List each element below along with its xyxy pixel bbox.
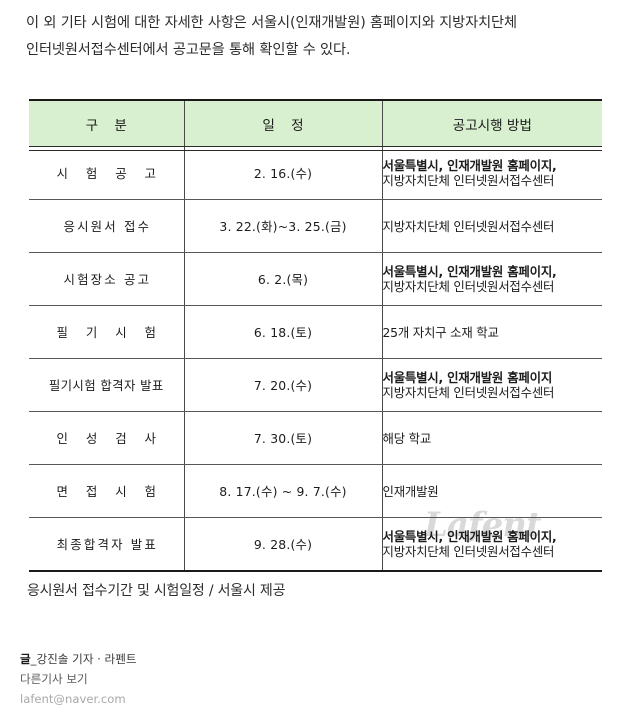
header-label-category: 구 분	[85, 117, 133, 134]
table-header-row: 구 분 일 정 공고시행 방법	[29, 99, 602, 147]
byline-writer-name: _강진솔 기자 · 라펜트	[30, 652, 137, 666]
byline-role-label: 글	[20, 652, 31, 666]
schedule-table-container: 구 분 일 정 공고시행 방법 시 험 공 고 2. 16.(수)	[29, 99, 602, 572]
date-value: 6. 2.(목)	[257, 272, 309, 287]
header-cell-schedule: 일 정	[184, 99, 383, 147]
cell-date: 6. 2.(목)	[183, 252, 383, 306]
category-label: 시 험 공 고	[56, 166, 163, 181]
header-cell-category: 구 분	[29, 99, 185, 147]
table-row: 최종합격자 발표 9. 28.(수) 서울특별시, 인재개발원 홈페이지, 지방…	[29, 517, 602, 572]
method-line-2: 지방자치단체 인터넷원서접수센터	[382, 279, 555, 294]
exam-schedule-table: 구 분 일 정 공고시행 방법 시 험 공 고 2. 16.(수)	[29, 99, 602, 572]
cell-method: 서울특별시, 인재개발원 홈페이지, 지방자치단체 인터넷원서접수센터	[382, 146, 602, 200]
header-cell-method: 공고시행 방법	[382, 99, 602, 147]
date-value: 2. 16.(수)	[253, 166, 313, 181]
image-caption: 응시원서 접수기간 및 시험일정 / 서울시 제공	[27, 583, 286, 599]
method-line-1: 25개 자치구 소재 학교	[382, 324, 499, 340]
table-row: 시 험 공 고 2. 16.(수) 서울특별시, 인재개발원 홈페이지, 지방자…	[29, 146, 602, 200]
table-row: 시험장소 공고 6. 2.(목) 서울특별시, 인재개발원 홈페이지, 지방자치…	[29, 252, 602, 306]
table-row: 응시원서 접수 3. 22.(화)~3. 25.(금) 지방자치단체 인터넷원서…	[29, 199, 602, 253]
cell-category: 시 험 공 고	[29, 146, 184, 200]
date-value: 8. 17.(수) ~ 9. 7.(수)	[219, 484, 347, 499]
method-line-2: 지방자치단체 인터넷원서접수센터	[382, 544, 555, 559]
method-line-1: 서울특별시, 인재개발원 홈페이지,	[382, 529, 557, 544]
cell-date: 8. 17.(수) ~ 9. 7.(수)	[183, 464, 383, 518]
cell-category: 면 접 시 험	[29, 464, 184, 518]
method-line-1: 인재개발원	[382, 483, 439, 499]
intro-paragraph: 이 외 기타 시험에 대한 자세한 사항은 서울시(인재개발원) 홈페이지와 지…	[26, 15, 517, 58]
cell-date: 2. 16.(수)	[183, 146, 383, 200]
method-line-1: 서울특별시, 인재개발원 홈페이지,	[382, 158, 557, 173]
cell-date: 7. 20.(수)	[183, 358, 383, 412]
method-line-2: 지방자치단체 인터넷원서접수센터	[382, 173, 555, 188]
date-value: 3. 22.(화)~3. 25.(금)	[219, 219, 347, 234]
header-label-schedule: 일 정	[262, 117, 310, 134]
author-email-link[interactable]: lafent@naver.com	[20, 692, 126, 706]
cell-method: 지방자치단체 인터넷원서접수센터	[382, 199, 602, 253]
cell-method: 인재개발원	[382, 464, 602, 518]
cell-method: 서울특별시, 인재개발원 홈페이지, 지방자치단체 인터넷원서접수센터	[382, 252, 602, 306]
category-label: 인 성 검 사	[56, 431, 163, 446]
cell-category: 필 기 시 험	[29, 305, 184, 359]
category-label: 응시원서 접수	[63, 219, 152, 234]
cell-category: 필기시험 합격자 발표	[29, 358, 184, 412]
cell-date: 9. 28.(수)	[183, 517, 383, 572]
byline-block: 글_강진솔 기자 · 라펜트 다른기사 보기 lafent@naver.com	[20, 650, 137, 709]
category-label: 필 기 시 험	[56, 325, 163, 340]
table-row: 필기시험 합격자 발표 7. 20.(수) 서울특별시, 인재개발원 홈페이지 …	[29, 358, 602, 412]
table-header: 구 분 일 정 공고시행 방법	[29, 99, 602, 147]
date-value: 6. 18.(토)	[253, 325, 313, 340]
date-value: 7. 30.(토)	[253, 431, 313, 446]
table-row: 필 기 시 험 6. 18.(토) 25개 자치구 소재 학교	[29, 305, 602, 359]
cell-method: 서울특별시, 인재개발원 홈페이지, 지방자치단체 인터넷원서접수센터	[382, 517, 602, 572]
cell-method: 해당 학교	[382, 411, 602, 465]
cell-category: 인 성 검 사	[29, 411, 184, 465]
category-label: 최종합격자 발표	[56, 537, 159, 552]
cell-date: 3. 22.(화)~3. 25.(금)	[183, 199, 383, 253]
date-value: 7. 20.(수)	[253, 378, 313, 393]
header-label-method: 공고시행 방법	[452, 117, 532, 134]
cell-method: 서울특별시, 인재개발원 홈페이지 지방자치단체 인터넷원서접수센터	[382, 358, 602, 412]
table-body: 시 험 공 고 2. 16.(수) 서울특별시, 인재개발원 홈페이지, 지방자…	[29, 146, 602, 572]
method-line-1: 해당 학교	[382, 430, 432, 446]
table-row: 면 접 시 험 8. 17.(수) ~ 9. 7.(수) 인재개발원	[29, 464, 602, 518]
cell-date: 6. 18.(토)	[183, 305, 383, 359]
cell-category: 최종합격자 발표	[29, 517, 184, 572]
cell-category: 응시원서 접수	[29, 199, 184, 253]
cell-method: 25개 자치구 소재 학교	[382, 305, 602, 359]
category-label: 필기시험 합격자 발표	[48, 378, 164, 393]
cell-category: 시험장소 공고	[29, 252, 184, 306]
date-value: 9. 28.(수)	[253, 537, 313, 552]
category-label: 면 접 시 험	[56, 484, 163, 499]
other-articles-link[interactable]: 다른기사 보기	[20, 672, 88, 686]
method-line-1: 지방자치단체 인터넷원서접수센터	[382, 218, 555, 234]
table-row: 인 성 검 사 7. 30.(토) 해당 학교	[29, 411, 602, 465]
category-label: 시험장소 공고	[63, 272, 152, 287]
cell-date: 7. 30.(토)	[183, 411, 383, 465]
method-line-1: 서울특별시, 인재개발원 홈페이지	[382, 370, 553, 385]
writer-line: 글_강진솔 기자 · 라펜트	[20, 650, 137, 669]
method-line-2: 지방자치단체 인터넷원서접수센터	[382, 385, 555, 400]
method-line-1: 서울특별시, 인재개발원 홈페이지,	[382, 264, 557, 279]
